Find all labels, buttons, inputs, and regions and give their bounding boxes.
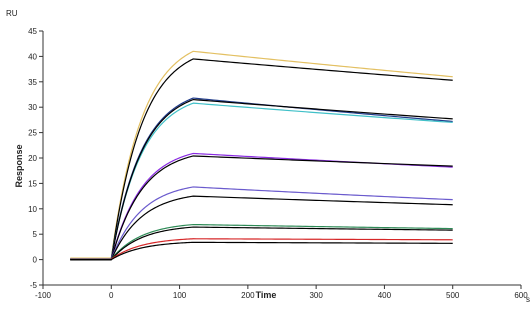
x-tick-label: 400 bbox=[378, 291, 392, 300]
x-axis-title: Time bbox=[256, 290, 277, 300]
y-tick-label: 35 bbox=[28, 78, 37, 87]
y-tick-label: 25 bbox=[28, 129, 37, 138]
sensorgram-curve-13 bbox=[70, 241, 453, 261]
y-axis-title: Response bbox=[14, 144, 24, 187]
sensorgram-curve-7 bbox=[70, 155, 453, 261]
series-layer bbox=[70, 50, 453, 261]
y-axis-ticks: -5 0 5 10 15 20 25 30 35 40 45 bbox=[28, 27, 43, 290]
y-tick-label: 10 bbox=[28, 205, 37, 214]
x-tick-label: 0 bbox=[109, 291, 114, 300]
sensorgram-curve-12 bbox=[70, 238, 453, 260]
y-axis-unit: RU bbox=[6, 9, 18, 18]
x-tick-label: 500 bbox=[446, 291, 460, 300]
sensorgram-curve-8 bbox=[70, 186, 453, 260]
sensorgram-curve-4 bbox=[70, 102, 453, 260]
sensorgram-curve-11 bbox=[70, 226, 453, 261]
y-tick-label: 20 bbox=[28, 154, 37, 163]
plot-area: -100 0 100 200 300 400 500 600 -5 0 5 10 15 20 25 30 35… bbox=[28, 27, 528, 300]
sensorgram-curve-5 bbox=[70, 98, 453, 261]
y-tick-label: 0 bbox=[33, 256, 38, 265]
x-tick-label: 200 bbox=[241, 291, 255, 300]
y-tick-label: 40 bbox=[28, 52, 37, 61]
y-tick-label: 45 bbox=[28, 27, 37, 36]
y-tick-label: 15 bbox=[28, 179, 37, 188]
y-tick-label: -5 bbox=[30, 281, 38, 290]
y-tick-label: 30 bbox=[28, 103, 37, 112]
y-tick-label: 5 bbox=[33, 230, 38, 239]
x-axis-ticks: -100 0 100 200 300 400 500 600 bbox=[35, 285, 528, 300]
sensorgram-curve-10 bbox=[70, 223, 453, 260]
x-tick-label: 600 bbox=[514, 291, 528, 300]
x-tick-label: 300 bbox=[309, 291, 323, 300]
x-axis-unit: s bbox=[526, 295, 530, 304]
sensorgram-curve-2 bbox=[70, 58, 453, 261]
x-tick-label: -100 bbox=[35, 291, 52, 300]
sensorgram-curve-1 bbox=[70, 50, 453, 259]
sensorgram-curve-3 bbox=[70, 97, 453, 260]
x-tick-label: 100 bbox=[173, 291, 187, 300]
sensorgram-curve-9 bbox=[70, 195, 453, 261]
